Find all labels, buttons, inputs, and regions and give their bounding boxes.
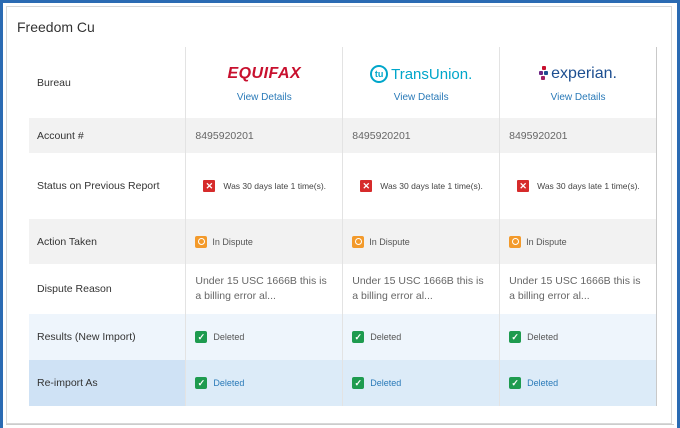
transunion-logo-mark: tu	[370, 65, 389, 83]
dispute-reason-text: Under 15 USC 1666B this is a billing err…	[352, 275, 484, 302]
account-number: 8495920201	[195, 129, 254, 142]
view-details-link-experian[interactable]: View Details	[550, 92, 606, 103]
card-title: Freedom Cu	[17, 19, 95, 35]
bureau-comparison-table: Bureau EQUIFAX View Details tu TransUnio…	[29, 47, 657, 406]
dispute-reason-text: Under 15 USC 1666B this is a billing err…	[195, 275, 327, 302]
experian-dots-icon	[539, 66, 549, 82]
row-label-status: Status on Previous Report	[29, 153, 187, 219]
dispute-reason-text: Under 15 USC 1666B this is a billing err…	[509, 275, 641, 302]
result-entry: ✓ Deleted	[509, 331, 656, 343]
bureau-equifax: EQUIFAX View Details	[185, 47, 344, 118]
table-row-account: Account # 8495920201 8495920201 84959202…	[29, 118, 657, 153]
dispute-status: In Dispute	[352, 235, 499, 248]
row-label-results: Results (New Import)	[29, 314, 187, 360]
reimport-option[interactable]: ✓ Deleted	[352, 377, 499, 389]
dispute-status: In Dispute	[195, 235, 342, 248]
status-entry: ✕ Was 30 days late 1 time(s).	[509, 180, 656, 192]
view-details-link-equifax[interactable]: View Details	[236, 92, 292, 103]
table-row-bureau: Bureau EQUIFAX View Details tu TransUnio…	[29, 47, 657, 118]
row-label-bureau: Bureau	[29, 47, 187, 118]
row-label-action: Action Taken	[29, 219, 187, 264]
status-entry: ✕ Was 30 days late 1 time(s).	[352, 180, 499, 192]
dispute-icon	[352, 235, 365, 248]
x-icon: ✕	[517, 180, 530, 192]
account-number: 8495920201	[352, 129, 411, 142]
row-label-reason: Dispute Reason	[29, 264, 187, 314]
frame-right-border	[677, 0, 680, 428]
check-icon: ✓	[352, 377, 365, 389]
view-details-link-transunion[interactable]: View Details	[393, 92, 449, 103]
table-row-action: Action Taken In Dispute In Dispute In Di…	[29, 219, 657, 264]
table-row-status: Status on Previous Report ✕ Was 30 days …	[29, 153, 657, 219]
check-icon: ✓	[352, 331, 365, 343]
bureau-transunion: tu TransUnion. View Details	[342, 47, 501, 118]
equifax-logo: EQUIFAX	[227, 65, 302, 82]
account-number: 8495920201	[509, 129, 568, 142]
check-icon: ✓	[509, 377, 522, 389]
x-icon: ✕	[203, 180, 216, 192]
row-label-account: Account #	[29, 118, 187, 153]
reimport-option[interactable]: ✓ Deleted	[195, 377, 342, 389]
transunion-logo: tu TransUnion.	[343, 62, 499, 86]
bureau-experian: experian. View Details	[499, 47, 657, 118]
x-icon: ✕	[360, 180, 373, 192]
table-row-reason: Dispute Reason Under 15 USC 1666B this i…	[29, 264, 657, 314]
result-entry: ✓ Deleted	[195, 331, 342, 343]
bottom-divider	[6, 424, 674, 425]
table-row-results: Results (New Import) ✓ Deleted ✓ Deleted…	[29, 314, 657, 360]
row-label-reimport: Re-import As	[29, 360, 187, 406]
dispute-icon	[509, 235, 522, 248]
check-icon: ✓	[195, 377, 208, 389]
dispute-status: In Dispute	[509, 235, 656, 248]
account-card: Freedom Cu Bureau EQUIFAX View Details t…	[6, 6, 672, 424]
frame-left-border	[0, 0, 3, 428]
status-entry: ✕ Was 30 days late 1 time(s).	[195, 180, 342, 192]
check-icon: ✓	[195, 331, 208, 343]
reimport-option[interactable]: ✓ Deleted	[509, 377, 656, 389]
check-icon: ✓	[509, 331, 522, 343]
table-row-reimport: Re-import As ✓ Deleted ✓ Deleted ✓ Delet…	[29, 360, 657, 406]
experian-logo: experian.	[500, 62, 656, 86]
frame-top-border	[0, 0, 680, 3]
result-entry: ✓ Deleted	[352, 331, 499, 343]
dispute-icon	[195, 235, 208, 248]
